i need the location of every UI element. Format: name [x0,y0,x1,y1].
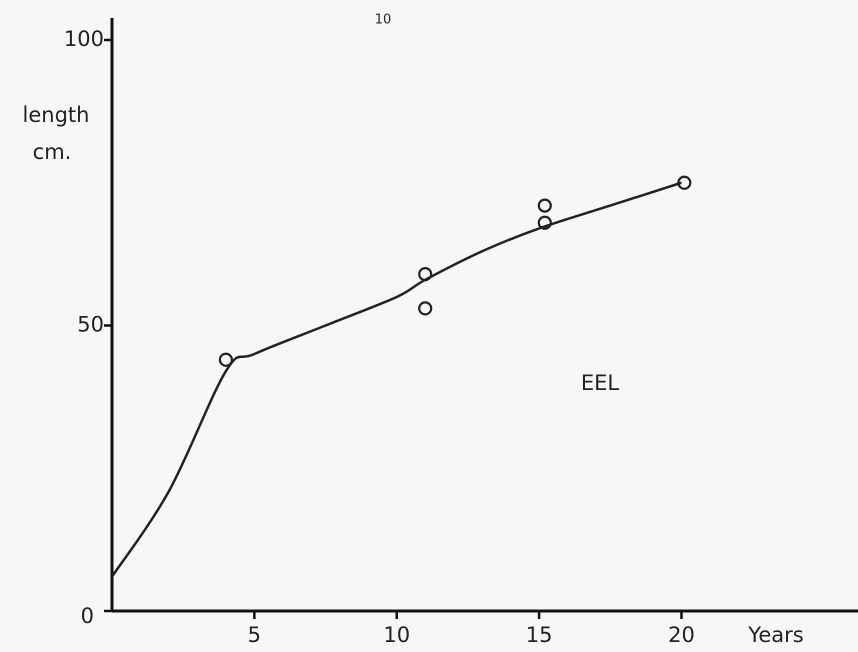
x-tick-label: 20 [668,623,695,647]
y-tick-label: 50 [77,313,104,337]
y-axis-label: length [23,103,90,127]
x-tick-label: 10 [383,623,410,647]
data-point [677,175,692,190]
x-tick-label: 5 [248,623,261,647]
y-tick-label: 0 [81,604,94,628]
data-point [537,198,552,213]
y-tick-label: 100 [64,27,104,51]
data-point [537,215,552,230]
data-point [418,267,433,282]
fitted-curve [110,181,682,578]
page-number: 10 [375,13,392,28]
data-point [218,352,233,367]
y-axis-label: cm. [33,140,72,164]
x-tick-label: 15 [526,623,553,647]
data-point [418,301,433,316]
x-axis-label: Years [747,623,803,647]
annotation: EEL [581,371,620,395]
